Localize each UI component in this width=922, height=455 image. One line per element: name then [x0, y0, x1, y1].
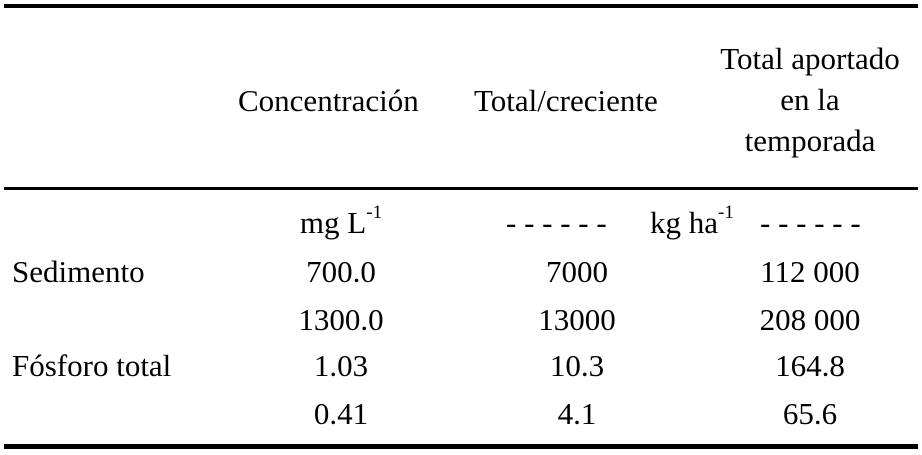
- cell-season-total: 164.8: [775, 348, 845, 383]
- header-season-total-line3: temporada: [744, 123, 876, 158]
- cell-concentration: 1.03: [313, 348, 369, 383]
- header-concentration: Concentración: [238, 83, 419, 118]
- bottom-rule: [4, 444, 918, 449]
- unit-mass-dashes-right: - - - - - -: [760, 205, 861, 240]
- cell-concentration: 0.41: [313, 396, 369, 431]
- header-per-flood: Total/creciente: [474, 83, 658, 118]
- unit-mass-base: kg ha: [650, 205, 719, 240]
- header-season-total-line2: en la: [780, 82, 840, 117]
- unit-mass: kg ha-1: [650, 201, 734, 240]
- header-season-total-line1: Total aportado: [720, 41, 900, 76]
- cell-season-total: 65.6: [782, 396, 838, 431]
- cell-season-total: 112 000: [760, 254, 860, 289]
- row-label: Fósforo total: [12, 348, 172, 383]
- row-label: Sedimento: [12, 254, 145, 289]
- cell-per-flood: 10.3: [549, 348, 605, 383]
- header-rule: [4, 187, 918, 190]
- cell-per-flood: 13000: [538, 302, 616, 337]
- unit-mass-dashes-left: - - - - - -: [506, 205, 607, 240]
- cell-per-flood: 7000: [546, 254, 608, 289]
- unit-mass-exp: -1: [718, 201, 734, 223]
- unit-concentration-exp: -1: [366, 201, 383, 223]
- cell-per-flood: 4.1: [557, 396, 597, 431]
- cell-concentration: 1300.0: [298, 302, 384, 337]
- top-rule: [4, 4, 918, 8]
- cell-season-total: 208 000: [759, 302, 861, 337]
- cell-concentration: 700.0: [306, 254, 376, 289]
- unit-concentration-base: mg L: [299, 205, 367, 240]
- unit-concentration: mg L-1: [299, 201, 383, 240]
- header-season-total: Total aportado en la temporada: [704, 38, 916, 161]
